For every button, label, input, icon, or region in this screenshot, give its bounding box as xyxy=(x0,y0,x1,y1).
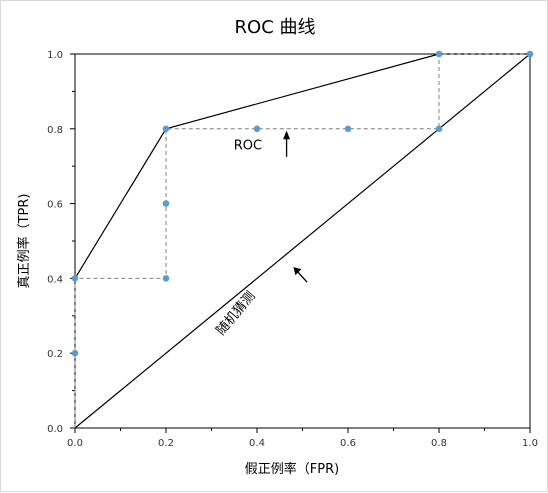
data-point xyxy=(71,275,79,282)
chart-title: ROC 曲线 xyxy=(235,17,316,38)
random-guess-line xyxy=(74,53,531,429)
y-tick-label: 0.4 xyxy=(47,274,63,285)
roc-curve-line xyxy=(74,53,530,279)
x-axis-label: 假正例率（FPR) xyxy=(245,461,339,477)
roc-annotation-label: ROC xyxy=(234,138,262,153)
random-arrow-head xyxy=(293,267,302,276)
y-tick-label: 0.8 xyxy=(47,125,63,136)
roc-arrow-head xyxy=(283,130,291,140)
data-point xyxy=(253,125,261,133)
axes: 0.0 0.2 0.4 0.6 0.8 1.0 0.0 0.2 0.4 0.6 0.8 1.0 xyxy=(47,50,538,449)
data-point xyxy=(344,125,352,133)
data-point xyxy=(435,125,443,133)
x-tick-label: 0.4 xyxy=(249,438,265,449)
y-tick-label: 0.6 xyxy=(47,200,63,211)
data-point xyxy=(162,125,170,133)
x-tick-label: 0.2 xyxy=(158,438,174,449)
x-tick-label: 0.8 xyxy=(431,438,447,449)
x-tick-label: 1.0 xyxy=(522,438,538,449)
x-tick-label: 0.0 xyxy=(67,438,83,449)
data-point xyxy=(435,50,443,58)
y-axis-label: 真正例率（TPR) xyxy=(16,194,32,289)
y-tick-label: 0.0 xyxy=(47,424,63,435)
y-tick-label: 0.2 xyxy=(47,349,63,360)
plot-lines xyxy=(74,53,531,429)
data-point xyxy=(71,349,79,357)
data-point xyxy=(526,50,534,58)
data-markers xyxy=(71,50,534,357)
y-tick-label: 1.0 xyxy=(47,50,63,61)
x-tick-label: 0.6 xyxy=(340,438,356,449)
data-point xyxy=(162,275,170,282)
data-point xyxy=(162,200,170,207)
